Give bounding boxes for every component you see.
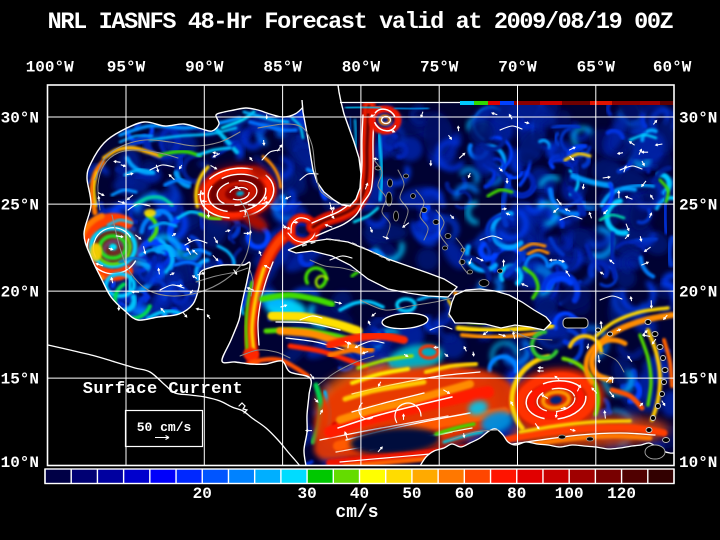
svg-text:20: 20 [193, 485, 212, 503]
svg-text:15°N: 15°N [679, 371, 717, 389]
svg-text:100°W: 100°W [26, 59, 74, 77]
svg-text:25°N: 25°N [679, 197, 717, 215]
svg-text:30°N: 30°N [679, 110, 717, 128]
svg-text:NRL IASNFS 48-Hr Forecast val: NRL IASNFS 48-Hr Forecast valid at 2009/… [48, 9, 674, 36]
svg-text:100: 100 [555, 485, 584, 503]
svg-text:30: 30 [297, 485, 316, 503]
svg-text:60°W: 60°W [653, 59, 692, 77]
svg-text:85°W: 85°W [263, 59, 302, 77]
svg-text:10°N: 10°N [679, 454, 717, 472]
svg-text:80°W: 80°W [342, 59, 381, 77]
svg-text:80: 80 [507, 485, 526, 503]
svg-text:75°W: 75°W [420, 59, 459, 77]
svg-text:65°W: 65°W [577, 59, 616, 77]
svg-text:10°N: 10°N [1, 454, 39, 472]
svg-text:70°W: 70°W [498, 59, 537, 77]
svg-text:50: 50 [402, 485, 421, 503]
svg-text:60: 60 [455, 485, 474, 503]
svg-text:cm/s: cm/s [335, 503, 378, 523]
svg-text:25°N: 25°N [1, 197, 39, 215]
svg-text:20°N: 20°N [679, 284, 717, 302]
svg-text:90°W: 90°W [185, 59, 224, 77]
svg-text:15°N: 15°N [1, 371, 39, 389]
svg-text:20°N: 20°N [1, 284, 39, 302]
svg-text:95°W: 95°W [107, 59, 146, 77]
svg-text:30°N: 30°N [1, 110, 39, 128]
svg-text:50 cm/s: 50 cm/s [137, 420, 192, 435]
svg-text:Surface Current: Surface Current [83, 380, 244, 399]
svg-text:40: 40 [350, 485, 369, 503]
svg-text:120: 120 [607, 485, 636, 503]
